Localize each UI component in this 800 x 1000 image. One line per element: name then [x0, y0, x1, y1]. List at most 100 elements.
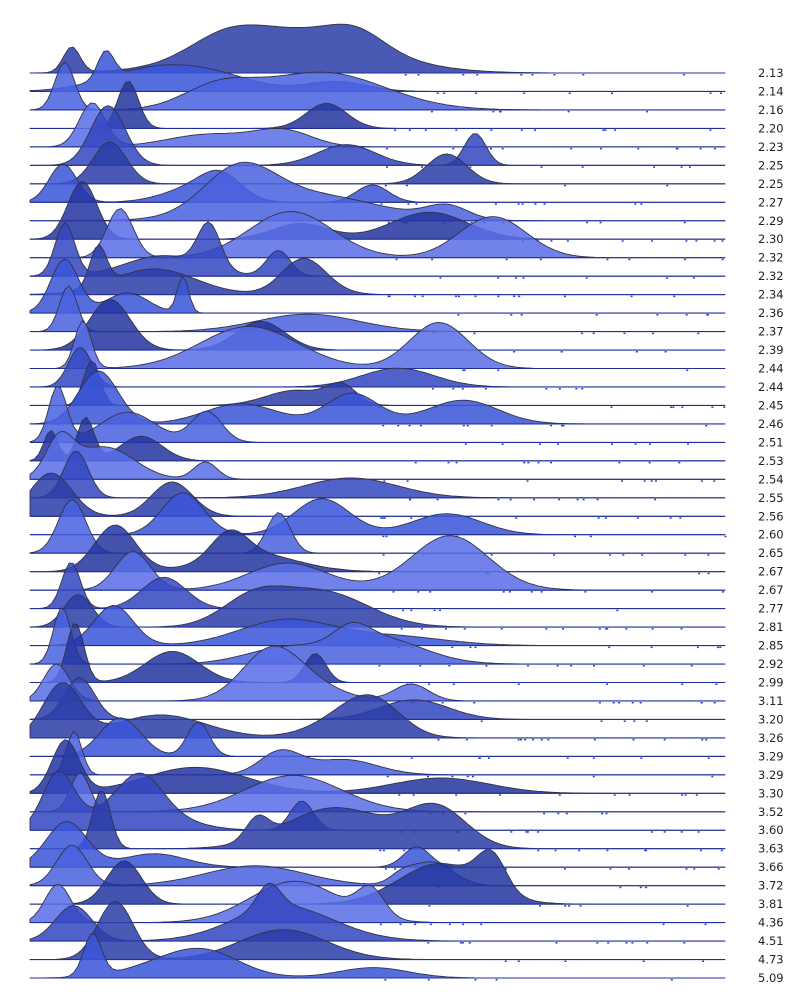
rug-tick	[505, 868, 508, 870]
rug-tick	[488, 757, 490, 759]
rug-tick	[415, 203, 418, 205]
rug-tick	[566, 757, 569, 759]
rug-tick	[386, 166, 388, 168]
rug-tick	[713, 702, 716, 704]
rug-tick	[517, 960, 520, 962]
rug-tick	[724, 535, 727, 538]
row-label: 2.13	[758, 66, 784, 80]
rug-tick	[720, 849, 723, 852]
rug-tick	[649, 443, 651, 445]
rug-tick	[445, 628, 447, 630]
rug-tick	[678, 461, 681, 464]
rug-tick	[480, 720, 483, 722]
rug-tick	[520, 74, 523, 76]
rug-tick	[643, 480, 646, 482]
rug-tick	[683, 942, 686, 944]
rug-tick	[458, 295, 460, 298]
rug-tick	[688, 166, 691, 168]
rug-tick	[476, 74, 479, 76]
rug-tick	[539, 905, 542, 907]
rug-tick	[461, 942, 464, 944]
rug-tick	[417, 591, 420, 593]
rug-tick	[589, 535, 592, 538]
row-label: 2.36	[758, 306, 784, 320]
rug-tick	[451, 775, 454, 778]
rug-tick	[663, 831, 666, 833]
rug-tick	[645, 720, 648, 722]
rug-tick	[540, 591, 543, 593]
rug-tick	[650, 831, 653, 833]
rug-tick	[625, 628, 628, 630]
rug-tick	[520, 738, 522, 741]
rug-tick	[384, 868, 387, 870]
rug-tick	[553, 74, 556, 76]
row-label: 2.30	[758, 232, 784, 246]
rug-tick	[385, 147, 388, 150]
rug-tick	[606, 628, 609, 630]
rug-tick	[463, 369, 466, 371]
rug-tick	[570, 665, 573, 667]
rug-tick	[414, 461, 417, 464]
rug-tick	[419, 424, 422, 427]
rug-tick	[405, 184, 408, 187]
rug-tick	[707, 757, 710, 759]
rug-tick	[702, 960, 705, 962]
rug-tick	[685, 314, 688, 316]
rug-tick	[696, 646, 699, 649]
rug-tick	[697, 332, 700, 335]
rug-tick	[610, 406, 613, 408]
rug-tick	[614, 129, 617, 131]
rug-tick	[562, 628, 565, 630]
rug-tick	[592, 757, 595, 759]
rug-tick	[474, 979, 477, 981]
rug-tick	[515, 517, 518, 519]
rug-tick	[646, 110, 649, 113]
rug-tick	[575, 388, 578, 390]
rug-tick	[646, 942, 649, 944]
rug-tick	[485, 665, 488, 667]
rug-tick	[428, 683, 431, 685]
rug-tick	[455, 461, 458, 464]
rug-tick	[410, 757, 413, 759]
rug-tick	[608, 554, 611, 556]
rug-tick	[464, 812, 467, 815]
rug-tick	[406, 480, 409, 482]
rug-tick	[686, 905, 689, 907]
rug-tick	[564, 960, 567, 962]
rug-tick	[480, 923, 483, 926]
rug-tick	[666, 184, 669, 187]
rug-tick	[497, 498, 500, 501]
rug-tick	[705, 424, 708, 427]
rug-tick	[700, 702, 703, 704]
rug-tick	[560, 351, 563, 353]
rug-tick	[680, 831, 683, 833]
rug-tick	[378, 572, 381, 575]
rug-tick	[497, 369, 500, 371]
rug-tick	[630, 295, 633, 298]
rug-tick	[393, 868, 396, 870]
rug-tick	[524, 738, 527, 741]
row-label: 2.45	[758, 398, 784, 412]
rug-tick	[545, 388, 548, 390]
rug-tick	[621, 480, 623, 482]
row-label: 2.44	[758, 362, 784, 376]
rug-tick	[582, 74, 585, 76]
rug-tick	[441, 702, 444, 704]
rug-tick	[462, 369, 465, 371]
rug-tick	[695, 794, 698, 796]
rug-tick	[534, 203, 537, 205]
rug-tick	[394, 129, 397, 131]
rug-tick	[622, 554, 625, 556]
rug-tick	[654, 498, 657, 501]
rug-tick	[558, 498, 561, 501]
rug-tick	[526, 831, 529, 833]
rug-tick	[648, 461, 651, 464]
rug-tick	[421, 295, 424, 298]
rug-tick	[473, 702, 476, 704]
rug-tick	[533, 498, 535, 501]
rug-tick	[527, 461, 530, 464]
rug-tick	[462, 424, 465, 427]
row-label: 2.32	[758, 251, 784, 265]
rug-tick	[455, 794, 458, 796]
